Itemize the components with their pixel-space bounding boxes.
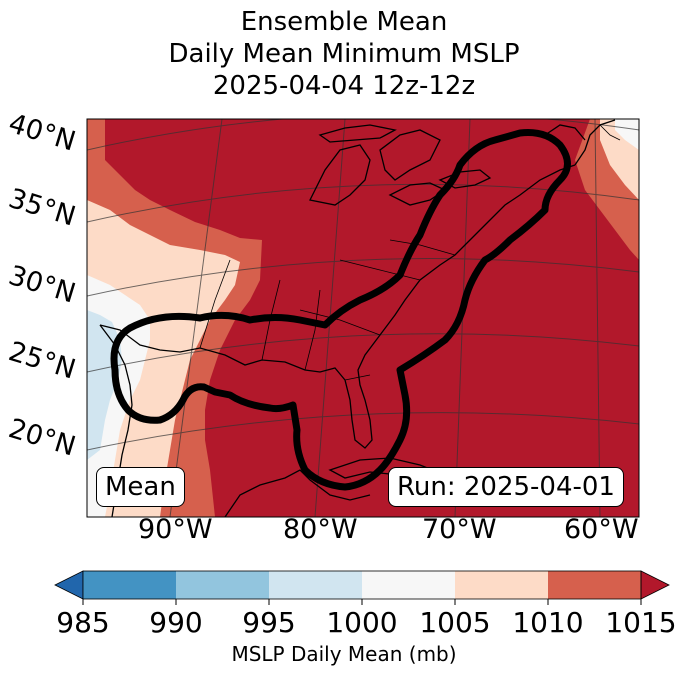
- colorbar-under-triangle: [54, 570, 84, 600]
- outline-region: [110, 129, 571, 491]
- colorbar-label: MSLP Daily Mean (mb): [231, 642, 457, 666]
- colorbar-tick-990: 990: [149, 606, 203, 639]
- title-line-2: Daily Mean Minimum MSLP: [168, 39, 520, 69]
- colorbar-tick-995: 995: [242, 606, 296, 639]
- field-1005-1010: [87, 200, 240, 517]
- colorbar-tick-985: 985: [56, 606, 110, 639]
- map-area: [87, 119, 639, 517]
- colorbar-tick-1010: 1010: [512, 606, 584, 639]
- colorbar-bin-1005-1010: [455, 571, 548, 599]
- map-frame: [86, 118, 640, 518]
- lon-label-60w: 60°W: [564, 514, 639, 545]
- colorbar-bin-1010-1015: [548, 571, 641, 599]
- colorbar-tick-1000: 1000: [326, 606, 398, 639]
- run-date-box: Run: 2025-04-01: [388, 467, 624, 507]
- lon-label-90w: 90°W: [138, 514, 213, 545]
- coastlines: [99, 119, 621, 517]
- colorbar-tick-1005: 1005: [419, 606, 491, 639]
- colorbar-over-triangle: [640, 570, 670, 600]
- colorbar-bin-990-995: [176, 571, 269, 599]
- colorbar-bin-1000-1005: [362, 571, 455, 599]
- lon-label-80w: 80°W: [283, 514, 358, 545]
- colorbar-bin-985-990: [83, 571, 176, 599]
- colorbar: [54, 570, 670, 605]
- title-line-3: 2025-04-04 12z-12z: [212, 71, 476, 101]
- mean-label-box: Mean: [96, 467, 185, 507]
- title-line-1: Ensemble Mean: [240, 7, 448, 37]
- field-1000-1005-east: [615, 119, 639, 150]
- lon-label-70w: 70°W: [422, 514, 497, 545]
- colorbar-tick-1015: 1015: [605, 606, 677, 639]
- colorbar-bin-995-1000: [269, 571, 362, 599]
